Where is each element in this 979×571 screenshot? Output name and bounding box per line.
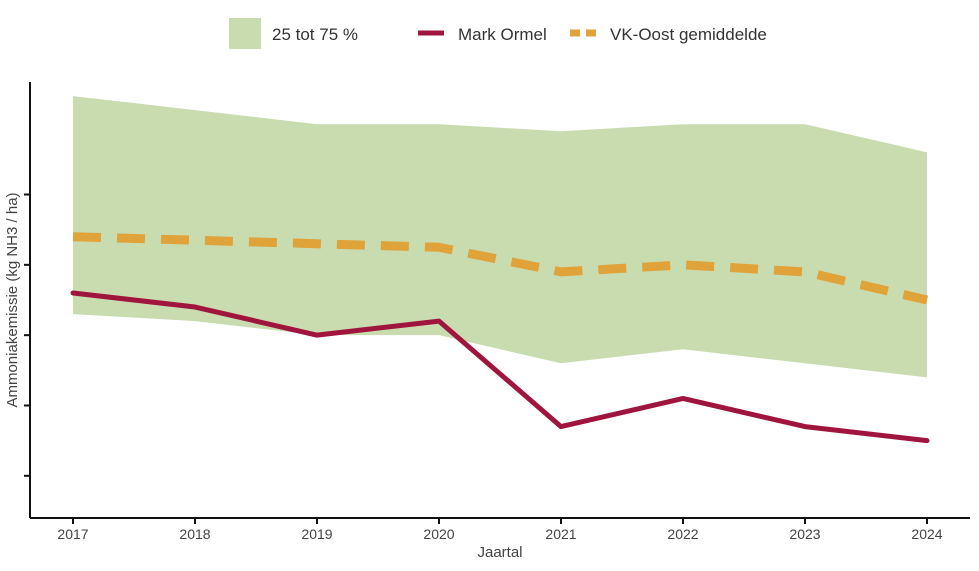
legend-band-swatch [229,18,261,49]
legend-series-1-label: Mark Ormel [458,25,547,44]
legend: 25 tot 75 % Mark Ormel VK-Oost gemiddeld… [229,18,767,49]
x-tick-label: 2024 [911,526,942,542]
legend-band-label: 25 tot 75 % [272,25,358,44]
legend-series-2-label: VK-Oost gemiddelde [610,25,767,44]
series-layer [70,232,930,444]
x-tick-label: 2020 [423,526,454,542]
x-axis-title: Jaartal [477,544,522,561]
axes [29,82,970,519]
x-tick-label: 2018 [179,526,210,542]
band-area [73,96,927,378]
x-tick-label: 2022 [667,526,698,542]
series-line-2 [72,232,929,305]
series-line-1 [70,290,930,444]
x-tick-label: 2021 [545,526,576,542]
band-layer [73,96,927,378]
x-tick-label: 2023 [789,526,820,542]
x-tick-label: 2019 [301,526,332,542]
x-ticks: 2017 2018 2019 2020 2021 2022 2023 2024 [57,518,943,542]
x-tick-label: 2017 [57,526,88,542]
y-axis-title: Ammoniakemissie (kg NH3 / ha) [4,192,21,407]
y-ticks [24,193,30,477]
